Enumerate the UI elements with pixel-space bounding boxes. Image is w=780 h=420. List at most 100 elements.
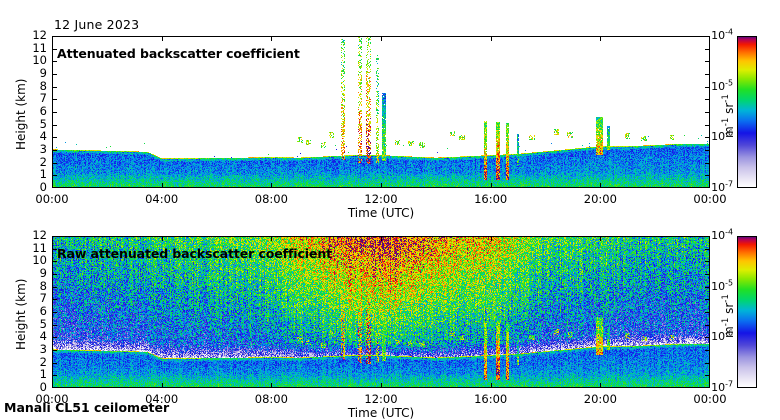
x-tick-mark-top: [600, 236, 601, 241]
y-tick-mark: [52, 337, 57, 338]
colorbar-title-bottom: m-1 sr-1: [721, 294, 736, 338]
y-tick-mark-right: [705, 87, 710, 88]
y-tick-label: 2: [39, 154, 47, 169]
y-tick-mark: [52, 387, 57, 388]
y-tick-mark: [52, 150, 57, 151]
y-tick-mark: [52, 99, 57, 100]
y-tick-mark: [52, 249, 57, 250]
y-tick-label: 4: [39, 129, 47, 144]
y-tick-label: 5: [39, 316, 47, 331]
panel-raw-attenuated-backscatter: Raw attenuated backscatter coefficient: [52, 236, 710, 388]
x-tick-mark-top: [271, 236, 272, 241]
x-tick-label: 00:00: [693, 192, 727, 206]
y-tick-label: 12: [32, 228, 47, 242]
y-tick-label: 11: [32, 240, 47, 255]
y-tick-mark: [52, 299, 57, 300]
x-tick-label: 08:00: [254, 192, 288, 206]
x-tick-label: 04:00: [145, 392, 179, 406]
x-tick-mark-top: [600, 36, 601, 41]
y-axis-top: 0 1 2 3 4 5 6 7 8 9 10 11 12: [25, 29, 47, 192]
y-tick-label: 0: [39, 180, 47, 194]
y-tick-mark-right: [705, 125, 710, 126]
x-tick-mark: [271, 183, 272, 188]
panel-label-bottom: Raw attenuated backscatter coefficient: [57, 246, 333, 261]
footer-caption: Manali CL51 ceilometer: [4, 400, 170, 415]
y-tick-mark-right: [705, 274, 710, 275]
y-tick-label: 7: [39, 91, 47, 106]
y-tick-mark-right: [705, 61, 710, 62]
y-tick-label: 12: [32, 28, 47, 42]
y-tick-label: 8: [39, 278, 47, 293]
figure-date-title: 12 June 2023: [54, 17, 140, 32]
y-tick-label: 6: [39, 104, 47, 118]
x-tick-mark-top: [162, 36, 163, 41]
y-tick-mark: [52, 61, 57, 62]
x-tick-mark: [162, 183, 163, 188]
colorbar-gradient-bottom: [737, 236, 757, 388]
y-tick-mark-right: [705, 137, 710, 138]
y-tick-mark: [52, 125, 57, 126]
y-tick-mark: [52, 36, 57, 37]
colorbar-top: 10-4 10-5 10-6 10-7: [711, 28, 757, 193]
y-tick-mark: [52, 74, 57, 75]
y-tick-mark-right: [705, 187, 710, 188]
y-tick-mark: [52, 112, 57, 113]
x-tick-label: 20:00: [583, 192, 617, 206]
y-tick-mark-right: [705, 350, 710, 351]
y-tick-label: 4: [39, 329, 47, 344]
y-axis-title-bottom: Height (km): [14, 278, 28, 350]
x-tick-label: 04:00: [145, 192, 179, 206]
y-tick-mark-right: [705, 99, 710, 100]
x-tick-mark: [381, 183, 382, 188]
x-tick-label: 08:00: [254, 392, 288, 406]
y-tick-mark: [52, 312, 57, 313]
x-tick-mark: [271, 383, 272, 388]
y-tick-mark: [52, 261, 57, 262]
x-axis-title-bottom: Time (UTC): [347, 406, 415, 420]
colorbar-tick-label: 10-6: [711, 328, 733, 344]
y-tick-label: 10: [32, 53, 47, 68]
y-tick-mark: [52, 363, 57, 364]
y-tick-mark-right: [705, 387, 710, 388]
y-tick-mark-right: [705, 74, 710, 75]
colorbar-gradient-top: [737, 36, 757, 188]
y-tick-label: 1: [39, 167, 47, 182]
y-tick-mark-right: [705, 236, 710, 237]
y-tick-mark-right: [705, 249, 710, 250]
heatmap-canvas-screened: [52, 36, 710, 188]
y-tick-label: 6: [39, 304, 47, 318]
x-tick-mark-top: [381, 36, 382, 41]
y-tick-label: 1: [39, 367, 47, 382]
x-tick-label: 12:00: [364, 392, 398, 406]
x-tick-label: 00:00: [35, 192, 69, 206]
y-tick-mark-right: [705, 112, 710, 113]
y-tick-mark: [52, 175, 57, 176]
colorbar-tick-label: 10-5: [711, 78, 733, 93]
y-tick-mark: [52, 163, 57, 164]
y-tick-mark-right: [705, 36, 710, 37]
x-tick-label: 00:00: [35, 392, 69, 406]
y-tick-mark: [52, 375, 57, 376]
y-tick-mark-right: [705, 312, 710, 313]
x-axis-title-top: Time (UTC): [347, 206, 415, 220]
x-tick-mark: [600, 383, 601, 388]
y-tick-label: 5: [39, 116, 47, 131]
colorbar-tick-label: 10-7: [711, 379, 733, 394]
y-tick-mark-right: [705, 337, 710, 338]
y-tick-mark: [52, 325, 57, 326]
x-tick-mark: [491, 183, 492, 188]
colorbar-tick-label: 10-4: [711, 227, 733, 242]
y-tick-label: 3: [39, 142, 47, 156]
y-tick-label: 9: [39, 266, 47, 280]
y-axis-bottom: 0 1 2 3 4 5 6 7 8 9 10 11 12: [25, 229, 47, 392]
x-tick-mark-top: [491, 36, 492, 41]
colorbar-tick-label: 10-6: [711, 128, 733, 144]
y-tick-mark: [52, 137, 57, 138]
colorbar-tick-label: 10-5: [711, 278, 733, 293]
x-tick-mark: [491, 383, 492, 388]
x-tick-label: 16:00: [474, 192, 508, 206]
x-tick-mark-top: [271, 36, 272, 41]
x-tick-mark-top: [381, 236, 382, 241]
y-axis-title-top: Height (km): [14, 78, 28, 150]
